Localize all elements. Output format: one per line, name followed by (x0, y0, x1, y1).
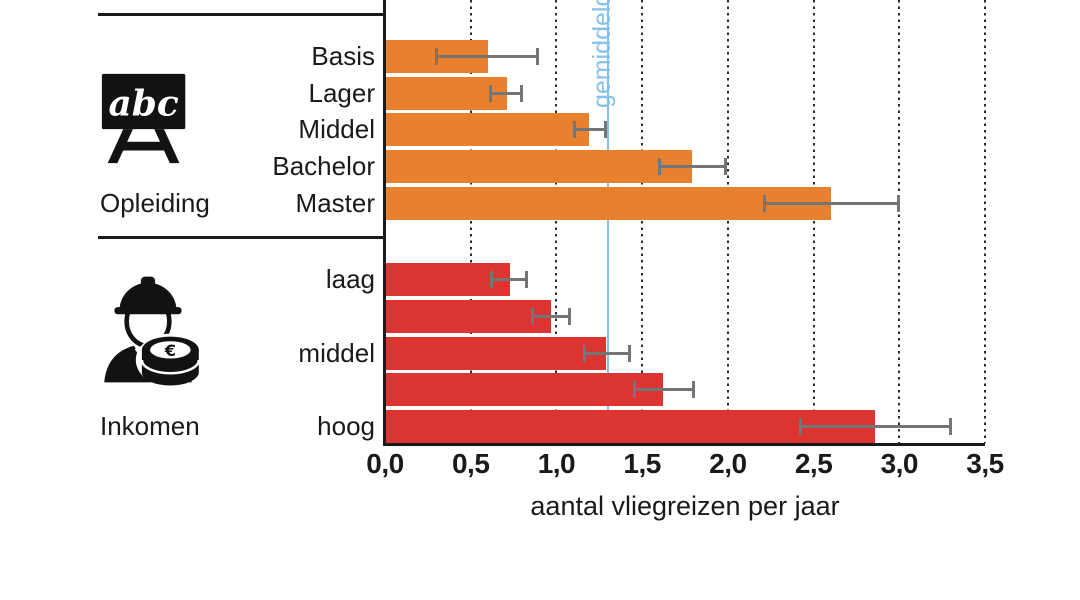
chalkboard-abc-icon: abc (101, 73, 186, 164)
error-bar-cap (572, 121, 576, 139)
grid-line (812, 0, 815, 443)
error-bar-cap (531, 308, 535, 326)
bar-row-4 (386, 373, 663, 407)
category-label-hoog: hoog (317, 411, 375, 442)
error-bar (633, 388, 694, 392)
grid-line (726, 0, 729, 443)
error-bar (491, 278, 528, 282)
x-tick-labels: 0,0 0,5 1,0 1,5 2,0 2,5 3,0 3,5 (366, 448, 1004, 484)
bar-hoog (386, 410, 876, 444)
category-label-Bachelor: Bachelor (272, 151, 375, 181)
average-reference-line (606, 0, 610, 443)
x-axis-title: aantal vliegreizen per jaar (530, 491, 840, 521)
error-bar-cap (525, 271, 529, 289)
category-label-Master: Master (295, 187, 375, 218)
error-bar (532, 315, 571, 319)
worker-coins-icon: € (104, 276, 205, 386)
error-bar-cap (568, 308, 572, 326)
x-tick-label: 0,0 (366, 448, 404, 479)
x-tick-label: 1,5 (623, 448, 661, 479)
svg-text:abc: abc (108, 83, 178, 125)
average-reference-label: gemiddelde (587, 0, 616, 108)
bar-middel (386, 336, 607, 370)
error-bar-cap (488, 84, 492, 102)
error-bar (583, 351, 631, 355)
error-bar (799, 425, 951, 429)
grid-line (984, 0, 986, 443)
bar-row-2 (386, 300, 552, 334)
group-label-opleiding: Opleiding (100, 188, 210, 218)
section-divider-middle (98, 236, 385, 239)
grid-line (898, 0, 901, 443)
bar-Master (386, 186, 831, 220)
x-tick-label: 2,0 (709, 448, 747, 479)
plot-area: gemiddelde (385, 0, 986, 444)
category-label-Lager: Lager (308, 77, 376, 108)
bar-Bachelor (386, 150, 692, 183)
error-bar-cap (948, 418, 952, 436)
category-label-laag: laag (325, 264, 375, 295)
grid-line (641, 0, 644, 443)
error-bar-cap (658, 158, 662, 175)
error-bar-cap (691, 381, 695, 399)
error-bar-cap (435, 48, 439, 65)
group-label-inkomen: Inkomen (100, 411, 200, 441)
bar-Middel (386, 113, 589, 147)
error-bar (436, 55, 538, 58)
error-bar-cap (798, 418, 802, 436)
section-divider-top (98, 13, 385, 16)
x-axis-line (383, 443, 985, 446)
error-bar-cap (604, 121, 608, 139)
x-tick-label: 3,0 (880, 448, 919, 479)
x-tick-label: 3,5 (966, 448, 1004, 479)
error-bar-cap (628, 344, 632, 362)
error-bar (489, 91, 523, 95)
svg-text:€: € (164, 341, 176, 360)
error-bar-cap (582, 344, 586, 362)
error-bar-cap (724, 158, 728, 175)
x-tick-label: 1,0 (537, 448, 576, 479)
x-tick-label: 0,5 (451, 448, 490, 479)
error-bar-cap (762, 194, 766, 212)
error-bar-cap (490, 271, 494, 289)
error-bar-cap (897, 194, 901, 212)
category-label-middel: middel (298, 337, 375, 368)
bar-laag (386, 263, 511, 297)
error-bar-cap (535, 48, 539, 65)
y-axis-line (383, 0, 386, 446)
category-label-Basis: Basis (311, 41, 375, 71)
grid-line (555, 0, 558, 443)
grid-line (469, 0, 472, 443)
error-bar-cap (632, 381, 636, 399)
error-bar (659, 165, 727, 168)
error-bar-cap (520, 84, 524, 102)
error-bar (573, 128, 607, 132)
category-label-Middel: Middel (298, 114, 375, 145)
category-labels: Basis Lager Middel Bachelor Master laag middel… (0, 0, 375, 443)
x-tick-label: 2,5 (794, 448, 833, 479)
bar-Lager (386, 76, 507, 110)
error-bar (763, 201, 900, 205)
